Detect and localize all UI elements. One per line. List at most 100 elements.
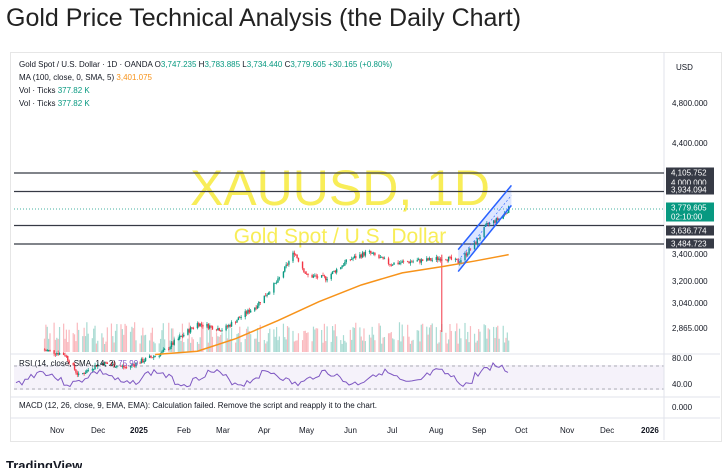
candle-body (446, 259, 448, 261)
candle-body (427, 258, 429, 261)
volume-bar (244, 338, 246, 352)
volume-bar (473, 333, 476, 352)
volume-bar (180, 340, 182, 352)
candle-body (181, 336, 184, 338)
candle-body (217, 328, 219, 331)
volume-bar (397, 340, 399, 352)
legend-ma-row[interactable]: MA (100, close, 0, SMA, 5) 3,401.075 (19, 71, 392, 84)
candle-body (312, 275, 315, 278)
volume-bar (360, 336, 362, 352)
volume-bar (448, 339, 450, 352)
price-badge-label: 3,484.723 (671, 240, 707, 249)
volume-bar (121, 329, 123, 352)
candle-body (248, 309, 251, 313)
volume-bar (374, 340, 376, 352)
candle-body (258, 302, 260, 306)
candle-body (411, 261, 413, 263)
volume-bar (370, 337, 372, 352)
candle-body (170, 342, 173, 348)
candle-body (468, 248, 470, 254)
volume-bar (301, 340, 304, 352)
legend-vol-row[interactable]: Vol · Ticks 377.82 K (19, 97, 392, 110)
rsi-line[interactable] (15, 362, 509, 388)
price-badge-label: 02:10:00 (671, 213, 703, 222)
candle-body (342, 265, 345, 267)
price-badge (666, 225, 714, 236)
candle-body (488, 223, 491, 225)
candle-body (57, 353, 59, 355)
channel-upper-line[interactable] (457, 184, 512, 251)
channel-lower-line[interactable] (457, 204, 512, 273)
price-badge-label: 3,636.774 (671, 227, 707, 236)
candle-body (102, 362, 104, 366)
volume-bar (265, 343, 267, 352)
candle-body (285, 264, 287, 267)
candle-body (192, 328, 195, 329)
currency-label[interactable]: USD (676, 63, 693, 72)
macd-legend[interactable]: MACD (12, 26, close, 9, EMA, EMA): Calcu… (19, 401, 377, 410)
x-tick-label: 2026 (641, 426, 659, 435)
candle-body (292, 252, 294, 262)
candle-body (497, 218, 499, 220)
volume-bar (321, 329, 323, 352)
rsi-legend[interactable]: RSI (14, close, SMA, 14, 2) 75.99 (19, 359, 138, 368)
x-tick-label: Oct (515, 426, 528, 435)
candle-body (273, 283, 275, 293)
volume-bar (457, 343, 459, 352)
volume-bar (486, 338, 488, 352)
legend-vol-label: Vol · Ticks (19, 86, 56, 95)
rsi-tick-label: 40.00 (672, 380, 693, 389)
volume-bar (303, 331, 305, 352)
candle-body (191, 327, 193, 329)
candle-body (237, 317, 240, 321)
legend-symbol: Gold Spot / U.S. Dollar · 1D · OANDA (19, 60, 153, 69)
candle-body (398, 262, 401, 265)
volume-bar (363, 328, 365, 352)
volume-bar (273, 329, 275, 352)
chart-frame[interactable] (10, 52, 722, 442)
candle-body (345, 259, 347, 263)
candle-body (335, 269, 338, 273)
candle-body (364, 251, 367, 256)
volume-bar (106, 327, 108, 352)
volume-bar (334, 324, 336, 352)
candle-body (445, 259, 447, 261)
volume-bar (426, 326, 428, 352)
legend-vol-value: 377.82 K (57, 99, 90, 108)
volume-bar (326, 326, 328, 352)
horizontal-levels[interactable] (14, 172, 664, 245)
volume-bar (67, 342, 69, 352)
volume-bar (428, 327, 431, 352)
candle-body (254, 307, 256, 311)
ma-100-line[interactable] (155, 253, 509, 356)
candle-body (416, 260, 418, 262)
candle-body (95, 364, 98, 367)
candle-body (307, 273, 309, 276)
candle-body (263, 295, 266, 304)
legend-vol-row[interactable]: Vol · Ticks 377.82 K (19, 84, 392, 97)
volume-bar (325, 341, 327, 352)
x-tick-label: Nov (50, 426, 64, 435)
main-legend[interactable]: Gold Spot / U.S. Dollar · 1D · OANDA O3,… (19, 58, 392, 110)
volume-bar (465, 339, 467, 352)
candle-body (305, 273, 308, 275)
volume-bar (503, 342, 506, 352)
candle-body (387, 258, 390, 265)
candle-body (483, 226, 485, 238)
volume-bar (446, 343, 448, 352)
volume-bar (54, 339, 57, 352)
candle-body (172, 342, 174, 345)
candle-body (492, 220, 495, 224)
regression-channel[interactable] (458, 185, 512, 272)
volume-bar (154, 343, 156, 352)
volume-bar (445, 332, 447, 352)
candle-body (325, 276, 327, 281)
candle-body (112, 363, 114, 365)
volume-bar (437, 343, 439, 352)
rsi-band (14, 365, 664, 390)
volume-bar (468, 342, 470, 352)
volume-bar (250, 334, 252, 352)
volume-bar (73, 334, 76, 352)
